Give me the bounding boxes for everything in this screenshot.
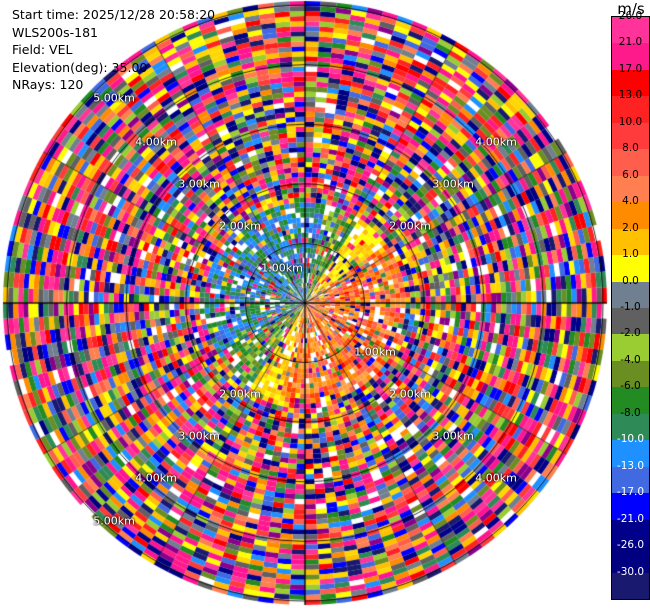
colorbar-tick-label: 6.0 xyxy=(622,168,639,181)
colorbar-tick-label: 10.0 xyxy=(618,115,643,128)
colorbar-segment: 4.0 xyxy=(612,195,649,229)
ring-label-2km: 2.00km xyxy=(389,387,431,401)
colorbar-segment: 8.0 xyxy=(612,142,649,176)
colorbar-segment: -30.0 xyxy=(612,566,649,599)
colorbar-tick-label: -1.0 xyxy=(620,300,641,313)
ring-label-4km: 4.00km xyxy=(475,135,517,149)
ring-label-3km: 3.00km xyxy=(432,177,474,191)
colorbar-segment: -1.0 xyxy=(612,301,649,335)
colorbar-segment: -4.0 xyxy=(612,354,649,388)
colorbar-segment: 21.0 xyxy=(612,36,649,70)
colorbar-segment: 10.0 xyxy=(612,116,649,150)
colorbar-tick-label: 0.0 xyxy=(622,274,639,287)
ring-label-3km: 3.00km xyxy=(178,429,220,443)
colorbar-segment: -13.0 xyxy=(612,460,649,494)
colorbar-segment: -17.0 xyxy=(612,486,649,520)
start-time-text: Start time: 2025/12/28 20:58:20 xyxy=(12,7,216,22)
ring-label-3km: 3.00km xyxy=(432,429,474,443)
colorbar-tick-label: -21.0 xyxy=(616,512,645,525)
colorbar-segment: -10.0 xyxy=(612,433,649,467)
colorbar-segment: -26.0 xyxy=(612,539,649,573)
colorbar-tick-label: -4.0 xyxy=(620,353,641,366)
colorbar-segment: -6.0 xyxy=(612,380,649,414)
field-text: Field: VEL xyxy=(12,42,73,57)
colorbar-tick-label: 4.0 xyxy=(622,195,639,208)
colorbar-tick-label: 21.0 xyxy=(618,36,643,49)
elevation-text: Elevation(deg): 35.00 xyxy=(12,59,148,75)
ring-label-3km: 3.00km xyxy=(178,177,220,191)
colorbar-segment: 26.0 xyxy=(612,10,649,44)
colorbar: 26.0 21.0 17.0 13.0 10.0 8.0 6.0 4.0 2.0 1.0 0.0 -1… xyxy=(611,10,650,600)
ring-label-5km: 5.00km xyxy=(93,514,135,528)
ring-label-2km: 2.00km xyxy=(219,219,261,233)
colorbar-tick-label: 17.0 xyxy=(618,62,643,75)
colorbar-tick-label: 1.0 xyxy=(622,248,639,261)
colorbar-segment: 2.0 xyxy=(612,222,649,256)
ring-label-4km: 4.00km xyxy=(135,135,177,149)
ring-label-1km: 1.00km xyxy=(354,345,396,359)
ring-label-2km: 2.00km xyxy=(389,219,431,233)
ring-label-4km: 4.00km xyxy=(475,471,517,485)
colorbar-tick-label: -17.0 xyxy=(616,486,645,499)
scan-info: Start time: 2025/12/28 20:58:20 WLS200s-… xyxy=(12,6,215,94)
ring-label-1km: 1.00km xyxy=(261,261,303,275)
colorbar-segment: 17.0 xyxy=(612,63,649,97)
colorbar-tick-label: -6.0 xyxy=(620,380,641,393)
colorbar-unit: m/s xyxy=(617,0,645,18)
colorbar-tick-label: -10.0 xyxy=(616,433,645,446)
colorbar-tick-label: -8.0 xyxy=(620,406,641,419)
ring-label-2km: 2.00km xyxy=(219,387,261,401)
nrays-text: NRays: 120 xyxy=(12,77,84,92)
colorbar-segment: 13.0 xyxy=(612,89,649,123)
colorbar-segment: 0.0 xyxy=(612,275,649,308)
colorbar-segment: 1.0 xyxy=(612,248,649,282)
colorbar-tick-label: -2.0 xyxy=(620,327,641,340)
instrument-text: WLS200s-181 xyxy=(12,24,98,40)
colorbar-tick-label: 26.0 xyxy=(618,10,643,22)
colorbar-segment: 6.0 xyxy=(612,169,649,203)
colorbar-tick-label: -13.0 xyxy=(616,459,645,472)
colorbar-segment: -8.0 xyxy=(612,407,649,441)
colorbar-tick-label: 8.0 xyxy=(622,142,639,155)
ring-label-5km: 5.00km xyxy=(93,91,135,105)
colorbar-tick-label: -30.0 xyxy=(616,565,645,578)
colorbar-tick-label: -26.0 xyxy=(616,539,645,552)
colorbar-tick-label: 2.0 xyxy=(622,221,639,234)
ring-label-4km: 4.00km xyxy=(135,471,177,485)
colorbar-segment: -21.0 xyxy=(612,513,649,547)
colorbar-tick-label: 13.0 xyxy=(618,89,643,102)
colorbar-segment: -2.0 xyxy=(612,327,649,361)
